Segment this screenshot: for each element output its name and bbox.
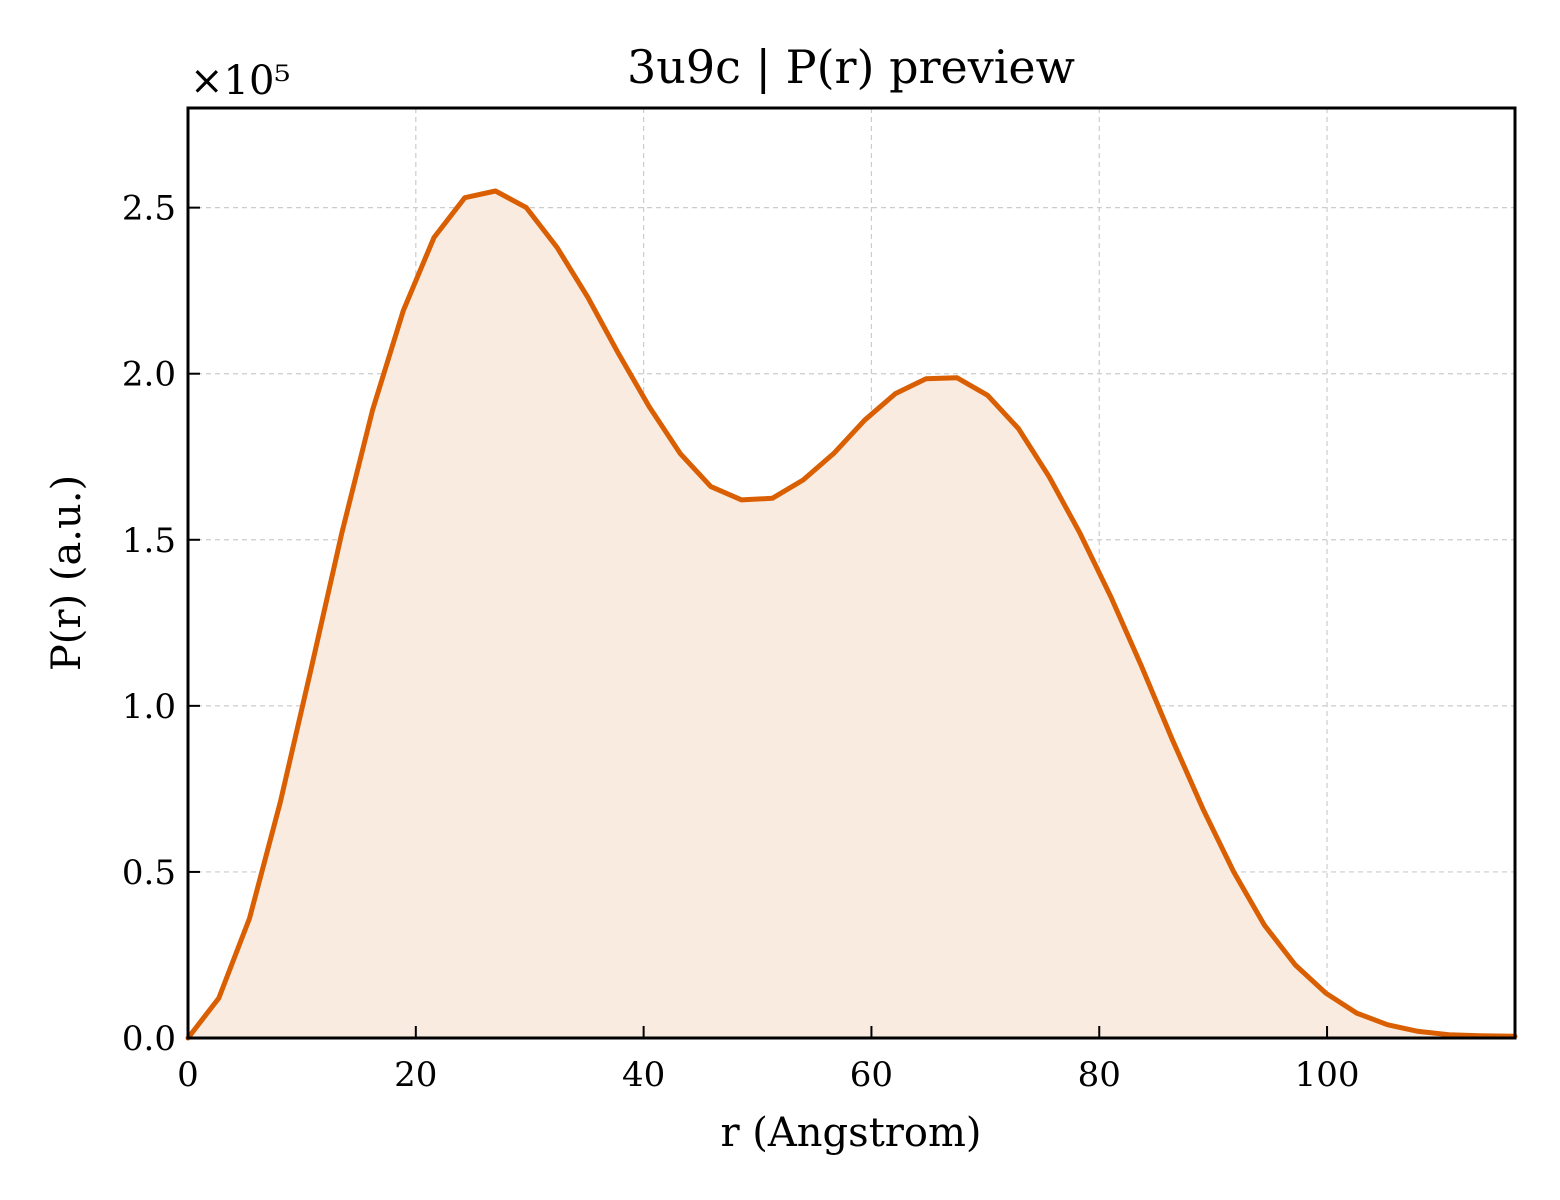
x-tick-label: 80 bbox=[1078, 1055, 1121, 1095]
x-tick-label: 100 bbox=[1295, 1055, 1360, 1095]
y-tick-label: 0.5 bbox=[122, 853, 176, 893]
x-tick-label: 40 bbox=[622, 1055, 665, 1095]
y-tick-label: 2.5 bbox=[122, 189, 176, 229]
chart-title: 3u9c | P(r) preview bbox=[627, 40, 1075, 94]
x-tick-label: 0 bbox=[177, 1055, 199, 1095]
y-tick-label: 1.5 bbox=[122, 521, 176, 561]
y-tick-label: 2.0 bbox=[122, 355, 176, 395]
y-tick-label: 1.0 bbox=[122, 687, 176, 727]
x-tick-label: 60 bbox=[850, 1055, 893, 1095]
series-line bbox=[185, 188, 1518, 1041]
y-tick-label: 0.0 bbox=[122, 1019, 176, 1059]
y-multiplier-label: ×10⁵ bbox=[190, 58, 290, 104]
tick-labels: 0 20 40 60 80 100 0.0 0.5 1.0 1.5 2.0 2.5 bbox=[122, 189, 1360, 1095]
plot-frame bbox=[186, 106, 1517, 1040]
y-axis-label: P(r) (a.u.) bbox=[44, 475, 90, 671]
x-axis-label: r (Angstrom) bbox=[720, 1110, 981, 1156]
x-tick-label: 20 bbox=[394, 1055, 437, 1095]
area-fill bbox=[188, 191, 1515, 1038]
